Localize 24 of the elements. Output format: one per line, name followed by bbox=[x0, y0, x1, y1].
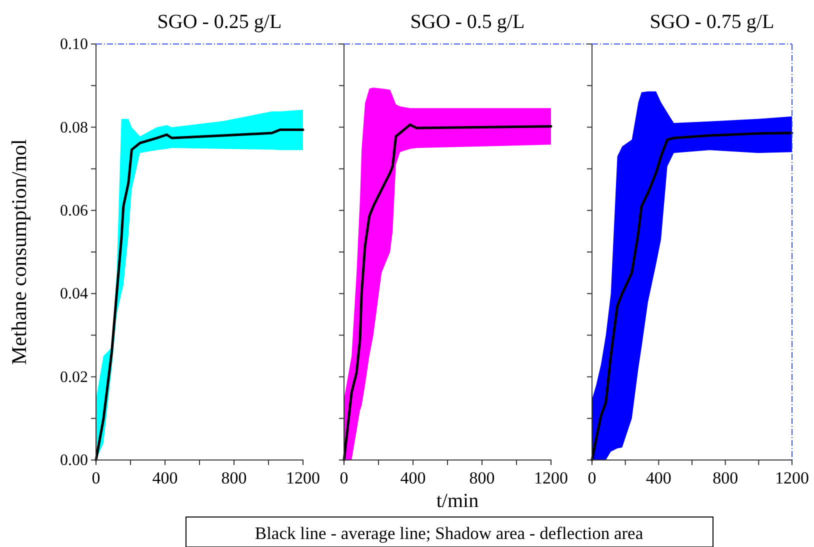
x-tick-label: 800 bbox=[221, 468, 247, 488]
text: 0.00 bbox=[60, 452, 88, 470]
chart-title: SGO - 0.25 g/L bbox=[157, 11, 282, 33]
text: Black line - average line; Shadow area - deflection area bbox=[254, 523, 644, 543]
x-tick-label: 0 bbox=[588, 468, 596, 488]
x-tick-label: 400 bbox=[152, 468, 178, 488]
y-axis-title: Methane consumption/mol bbox=[7, 138, 31, 365]
y-tick-label: 0.04 bbox=[60, 286, 88, 303]
x-axis-title: t/min bbox=[436, 490, 479, 512]
chart-title: SGO - 0.75 g/L bbox=[650, 11, 774, 33]
x-tick-label: 1200 bbox=[534, 468, 568, 488]
x-tick-label: 0 bbox=[340, 468, 348, 488]
y-tick-label: 0.02 bbox=[60, 368, 88, 386]
chart-title: SGO - 0.5 g/L bbox=[410, 11, 525, 33]
x-tick-label: 0 bbox=[92, 468, 100, 488]
x-tick-label: 800 bbox=[712, 468, 738, 488]
y-tick-label: 0.08 bbox=[60, 119, 88, 136]
x-tick-label: 400 bbox=[646, 468, 672, 488]
x-tick-label: 1200 bbox=[775, 468, 809, 488]
y-tick-label: 0.06 bbox=[60, 202, 88, 220]
x-tick-label: 1200 bbox=[286, 468, 320, 488]
x-tick-label: 400 bbox=[400, 468, 426, 488]
y-tick-label: 0.10 bbox=[60, 36, 88, 54]
x-tick-label: 800 bbox=[469, 468, 495, 488]
